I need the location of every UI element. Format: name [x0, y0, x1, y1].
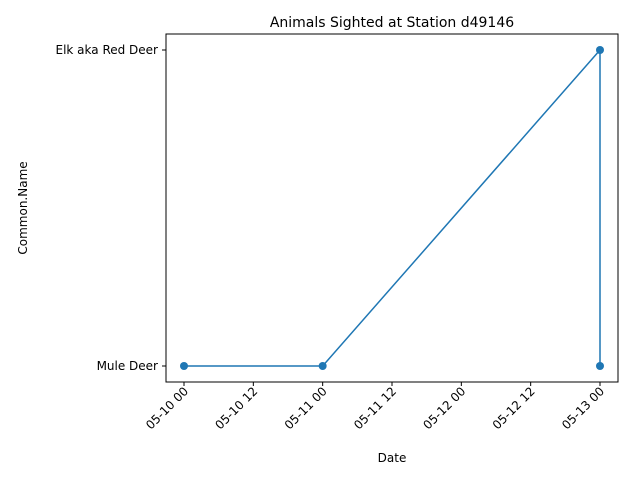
x-tick-label: 05-11 00	[282, 384, 330, 432]
x-axis-label: Date	[378, 451, 407, 465]
plot-area	[165, 33, 619, 383]
x-tick-label: 05-12 12	[490, 384, 538, 432]
data-point	[596, 362, 604, 370]
y-axis-ticks: Mule Deer Elk aka Red Deer	[56, 43, 166, 373]
y-tick-label: Mule Deer	[97, 359, 158, 373]
series-line	[184, 48, 601, 367]
data-point	[180, 362, 188, 370]
x-tick-label: 05-10 12	[212, 384, 260, 432]
series-layer	[180, 46, 604, 370]
x-tick-label: 05-10 00	[143, 384, 191, 432]
x-tick-label: 05-12 00	[420, 384, 468, 432]
y-tick-label: Elk aka Red Deer	[56, 43, 159, 57]
x-tick-label: 05-11 12	[351, 384, 399, 432]
y-axis-label: Common.Name	[16, 161, 30, 254]
x-axis-ticks: 05-10 00 05-10 12 05-11 00 05-11 12 05-12 00…	[143, 382, 607, 432]
data-point	[596, 46, 604, 54]
data-point	[318, 362, 327, 370]
axes-frame	[165, 33, 619, 383]
chart-title: Animals Sighted at Station d49146	[270, 15, 514, 31]
x-tick-label: 05-13 00	[559, 384, 607, 432]
